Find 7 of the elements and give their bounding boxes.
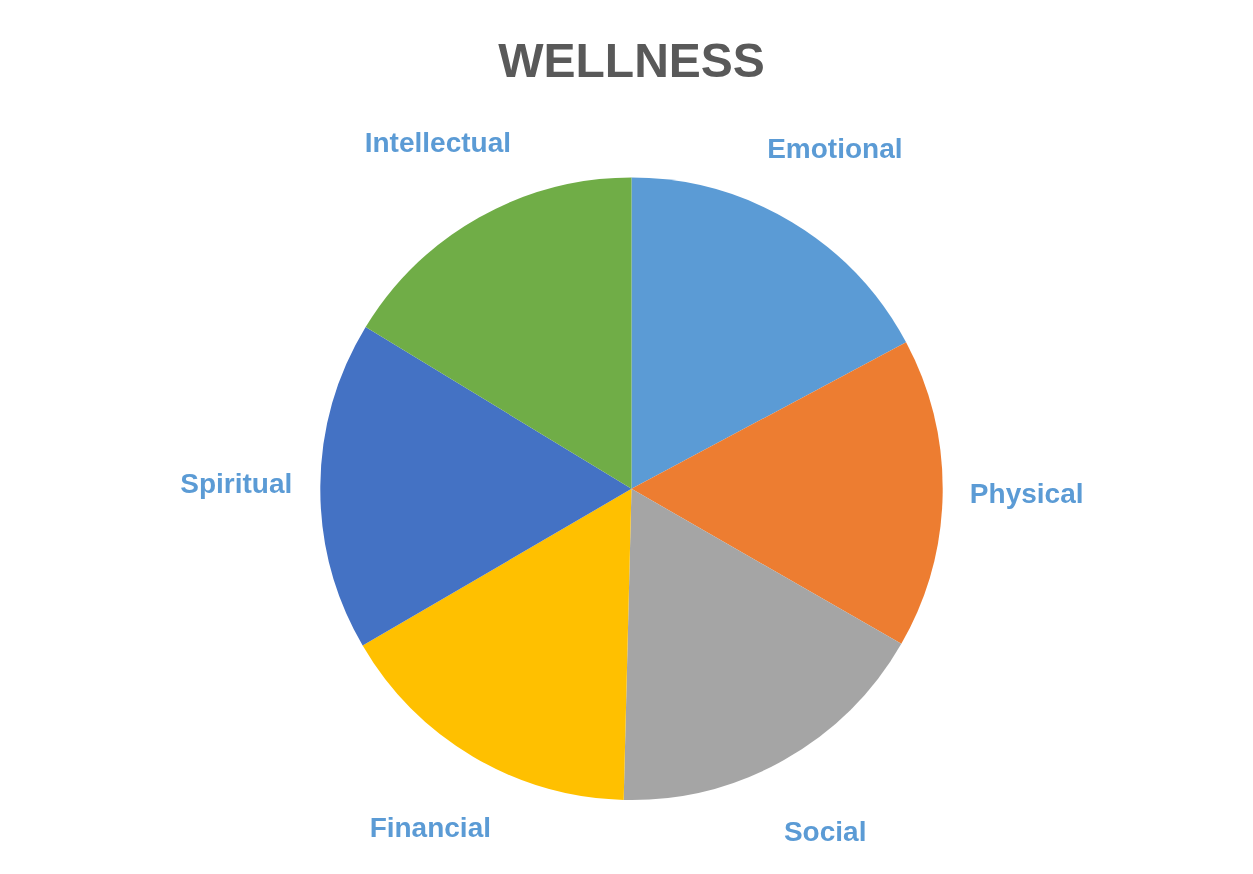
- slice-label: Social: [783, 816, 867, 848]
- slice-label: Emotional: [767, 132, 903, 164]
- slice-label: Spiritual: [180, 467, 293, 499]
- slice-label: Financial: [369, 811, 491, 843]
- slice-label: Intellectual: [364, 126, 511, 158]
- chart-title: WELLNESS: [498, 34, 765, 88]
- slice-label: Physical: [969, 477, 1084, 509]
